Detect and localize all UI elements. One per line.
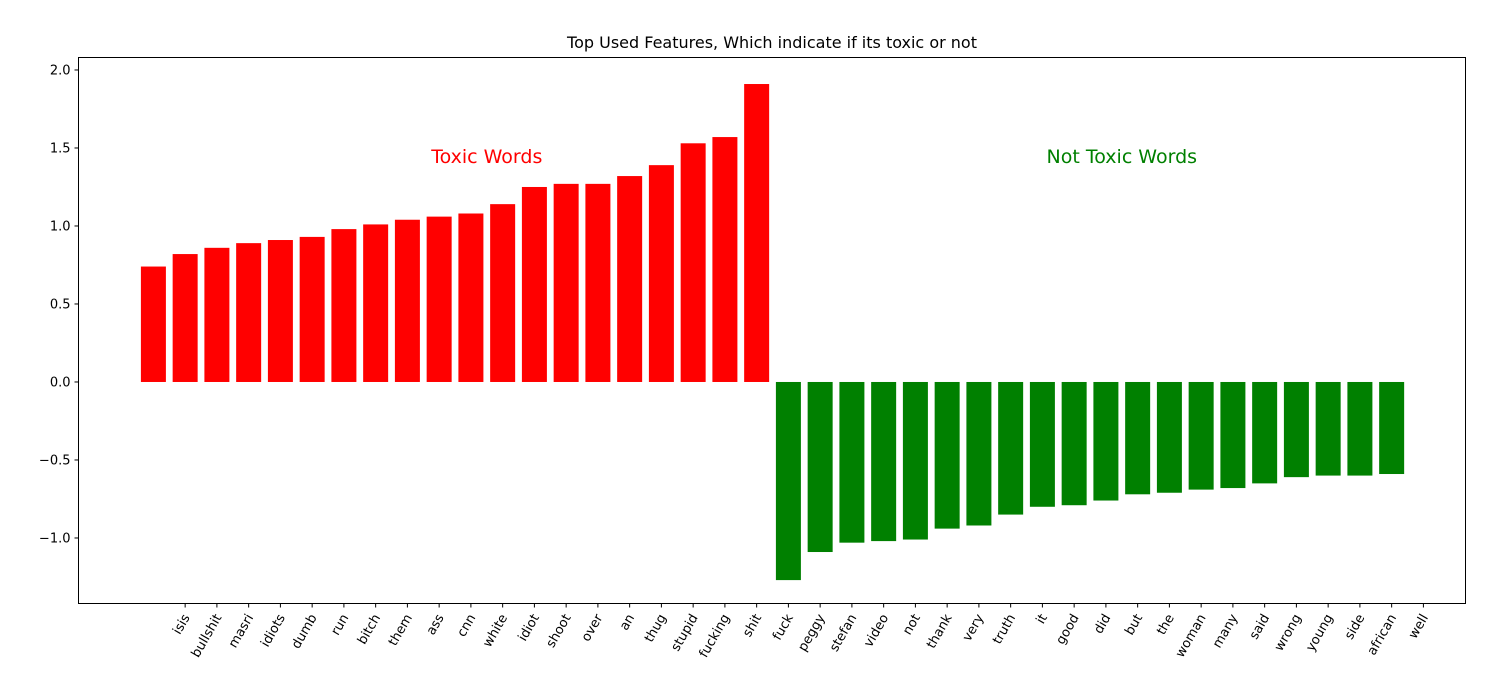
bar-masri — [204, 247, 230, 382]
bar-african — [1347, 381, 1373, 476]
bar-did — [1061, 381, 1087, 506]
x-tick-label: isis — [170, 612, 193, 638]
bar-woman — [1156, 381, 1182, 493]
bar-them — [363, 224, 389, 382]
bars-group — [140, 84, 1405, 581]
bar-truth — [966, 381, 992, 526]
x-tick-label: many — [1210, 611, 1241, 650]
x-tick-label: stefan — [827, 612, 860, 655]
x-tick-label: peggy — [795, 611, 828, 654]
bar-young — [1283, 381, 1309, 478]
x-tick-label: bitch — [355, 612, 384, 648]
x-tick-label: them — [386, 612, 416, 649]
bar-shit — [712, 137, 738, 382]
y-axis: −1.0 −0.5 0.0 0.5 1.0 1.5 2.0 — [39, 63, 79, 546]
x-tick-label: cnn — [455, 612, 480, 640]
x-tick-label: very — [960, 611, 988, 644]
bar-it — [998, 381, 1024, 515]
y-tick-label: −1.0 — [39, 531, 71, 546]
x-tick-label: fuck — [770, 611, 797, 643]
x-tick-label: well — [1406, 612, 1432, 642]
bar-an — [585, 183, 611, 382]
bar-run — [299, 236, 325, 382]
bar-bullshit — [172, 254, 198, 382]
bar-many — [1188, 381, 1214, 490]
x-tick-label: masri — [226, 612, 257, 651]
y-tick-label: 0.5 — [50, 297, 71, 312]
x-tick-label: over — [579, 611, 607, 644]
bar-side — [1315, 381, 1341, 476]
x-tick-label: woman — [1173, 612, 1210, 661]
x-tick-label: the — [1154, 612, 1178, 638]
annotation-1: Not Toxic Words — [1047, 146, 1198, 168]
bar-video — [839, 381, 865, 543]
x-tick-label: it — [1034, 612, 1051, 627]
bar-stupid — [648, 165, 674, 382]
x-tick-label: said — [1247, 612, 1273, 643]
bar-ass — [394, 219, 420, 382]
chart-title: Top Used Features, Which indicate if its… — [566, 33, 977, 52]
x-tick-label: young — [1303, 612, 1336, 654]
bar-white — [458, 213, 484, 382]
bar-wrong — [1252, 381, 1278, 484]
x-tick-label: ass — [424, 612, 448, 638]
x-tick-label: truth — [990, 612, 1019, 647]
x-tick-label: white — [480, 612, 511, 650]
bar-stefan — [807, 381, 833, 553]
bar-idiots — [236, 243, 262, 382]
bar-peggy — [775, 381, 801, 581]
y-tick-label: 0.0 — [50, 375, 71, 390]
bar-cnn — [426, 216, 452, 382]
x-tick-label: thug — [642, 612, 670, 645]
bar-thug — [617, 176, 643, 382]
x-tick-label: dumb — [289, 612, 321, 652]
axes-frame — [78, 57, 1466, 604]
bar-fucking — [680, 143, 706, 382]
x-tick-label: but — [1122, 612, 1146, 638]
bar-isis — [140, 266, 166, 382]
bar-fuck — [744, 84, 770, 382]
x-tick-label: video — [861, 612, 892, 650]
bar-dumb — [267, 240, 293, 382]
bar-not — [871, 381, 897, 542]
bar-the — [1125, 381, 1151, 495]
bar-idiot — [490, 204, 516, 382]
bar-over — [553, 183, 579, 382]
x-tick-label: african — [1365, 612, 1400, 658]
x-tick-label: shoot — [544, 612, 575, 651]
bar-but — [1093, 381, 1119, 501]
x-tick-label: good — [1053, 612, 1082, 648]
bar-bitch — [331, 229, 357, 382]
x-tick-label: idiot — [516, 612, 543, 644]
annotation-0: Toxic Words — [430, 146, 542, 168]
bar-very — [934, 381, 960, 529]
x-tick-label: idiots — [258, 612, 289, 650]
bar-thank — [902, 381, 928, 540]
bar-said — [1220, 381, 1246, 489]
y-tick-label: 1.5 — [50, 141, 71, 156]
annotations-group: Toxic Words Not Toxic Words — [430, 146, 1197, 168]
x-tick-label: not — [900, 612, 924, 638]
x-tick-label: shit — [740, 612, 765, 640]
y-tick-label: 1.0 — [50, 219, 71, 234]
x-tick-label: run — [328, 612, 352, 638]
x-tick-label: stupid — [669, 612, 702, 654]
y-tick-label: 2.0 — [50, 63, 71, 78]
x-tick-label: wrong — [1272, 612, 1305, 654]
x-tick-label: did — [1091, 612, 1114, 637]
bar-well — [1379, 381, 1405, 475]
x-tick-label: thank — [924, 611, 956, 651]
bar-shoot — [521, 186, 547, 382]
bar-good — [1029, 381, 1055, 507]
x-tick-label: an — [617, 612, 638, 634]
y-tick-label: −0.5 — [39, 453, 71, 468]
x-tick-label: side — [1342, 612, 1368, 643]
x-tick-label: fucking — [697, 612, 734, 661]
x-tick-label: bullshit — [189, 612, 226, 661]
